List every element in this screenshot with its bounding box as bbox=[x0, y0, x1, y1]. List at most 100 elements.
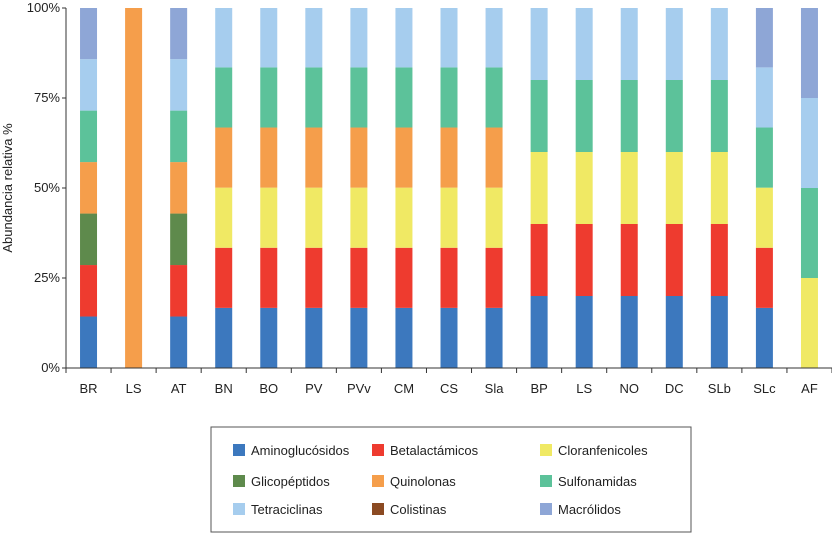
bar-segment-15-8 bbox=[755, 8, 773, 68]
x-tick-label-4: BO bbox=[259, 381, 278, 396]
x-tick-label-6: PVv bbox=[347, 381, 371, 396]
bar-segment-3-0 bbox=[215, 307, 233, 368]
legend-label-2: Cloranfenicoles bbox=[558, 443, 648, 458]
bar-segment-0-8 bbox=[80, 8, 98, 60]
bar-segment-6-2 bbox=[350, 187, 368, 248]
bar-segment-2-5 bbox=[170, 110, 188, 163]
legend-swatch-4 bbox=[372, 475, 384, 487]
x-tick-label-12: NO bbox=[619, 381, 639, 396]
bar-segment-16-5 bbox=[800, 188, 818, 278]
bar-segment-11-1 bbox=[575, 224, 593, 296]
bar-segment-15-2 bbox=[755, 187, 773, 248]
x-tick-label-13: DC bbox=[665, 381, 684, 396]
legend-label-8: Macrólidos bbox=[558, 502, 621, 517]
legend-swatch-5 bbox=[540, 475, 552, 487]
bar-segment-3-2 bbox=[215, 187, 233, 248]
x-tick-label-9: Sla bbox=[485, 381, 505, 396]
legend-label-7: Colistinas bbox=[390, 502, 447, 517]
bar-segment-8-6 bbox=[440, 8, 458, 68]
bar-segment-11-5 bbox=[575, 80, 593, 152]
bar-segment-2-1 bbox=[170, 265, 188, 317]
bar-segment-6-6 bbox=[350, 8, 368, 68]
bar-segment-3-1 bbox=[215, 247, 233, 308]
bar-segment-9-2 bbox=[485, 187, 503, 248]
legend-swatch-7 bbox=[372, 503, 384, 515]
bar-segment-13-1 bbox=[665, 224, 683, 296]
bar-segment-6-4 bbox=[350, 127, 368, 188]
legend-label-1: Betalactámicos bbox=[390, 443, 479, 458]
x-tick-label-1: LS bbox=[126, 381, 142, 396]
x-tick-label-7: CM bbox=[394, 381, 414, 396]
bar-segment-5-4 bbox=[305, 127, 323, 188]
bar-segment-12-6 bbox=[620, 8, 638, 80]
y-tick-label-1: 25% bbox=[34, 270, 60, 285]
bar-segment-0-0 bbox=[80, 316, 98, 368]
y-axis-title: Abundancia relativa % bbox=[0, 123, 15, 253]
bar-segment-10-1 bbox=[530, 224, 548, 296]
x-tick-label-16: AF bbox=[801, 381, 818, 396]
bar-segment-9-4 bbox=[485, 127, 503, 188]
y-tick-label-2: 50% bbox=[34, 180, 60, 195]
bar-segment-3-4 bbox=[215, 127, 233, 188]
bar-segment-12-2 bbox=[620, 152, 638, 224]
bar-segment-4-2 bbox=[260, 187, 278, 248]
bar-segment-2-8 bbox=[170, 8, 188, 60]
bar-segment-7-1 bbox=[395, 247, 413, 308]
legend-label-3: Glicopéptidos bbox=[251, 474, 330, 489]
bar-segment-9-5 bbox=[485, 67, 503, 128]
bar-segment-7-0 bbox=[395, 307, 413, 368]
legend-swatch-0 bbox=[233, 444, 245, 456]
bar-segment-8-0 bbox=[440, 307, 458, 368]
bar-segment-16-8 bbox=[800, 8, 818, 98]
axes-layer: 0% 25% 50% 75% 100% BR LS AT BN BO PV PVv CM CS Sla BP L… bbox=[27, 0, 832, 396]
bar-segment-7-5 bbox=[395, 67, 413, 128]
x-tick-label-3: BN bbox=[215, 381, 233, 396]
bar-segment-12-5 bbox=[620, 80, 638, 152]
bar-segment-12-1 bbox=[620, 224, 638, 296]
bar-segment-0-6 bbox=[80, 59, 98, 111]
bar-segment-12-0 bbox=[620, 296, 638, 368]
bar-segment-13-2 bbox=[665, 152, 683, 224]
bar-segment-0-3 bbox=[80, 213, 98, 266]
bar-segment-10-0 bbox=[530, 296, 548, 368]
bar-segment-8-1 bbox=[440, 247, 458, 308]
bar-segment-11-2 bbox=[575, 152, 593, 224]
bar-segment-14-5 bbox=[710, 80, 728, 152]
bars-layer bbox=[80, 8, 818, 368]
legend-label-6: Tetraciclinas bbox=[251, 502, 323, 517]
bar-segment-7-4 bbox=[395, 127, 413, 188]
legend-swatch-2 bbox=[540, 444, 552, 456]
bar-segment-13-0 bbox=[665, 296, 683, 368]
bar-segment-8-2 bbox=[440, 187, 458, 248]
bar-segment-14-0 bbox=[710, 296, 728, 368]
bar-segment-8-4 bbox=[440, 127, 458, 188]
legend-label-4: Quinolonas bbox=[390, 474, 456, 489]
bar-segment-9-6 bbox=[485, 8, 503, 68]
legend-label-0: Aminoglucósidos bbox=[251, 443, 350, 458]
x-tick-label-14: SLb bbox=[708, 381, 731, 396]
bar-segment-9-0 bbox=[485, 307, 503, 368]
x-tick-label-11: LS bbox=[576, 381, 592, 396]
bar-segment-4-4 bbox=[260, 127, 278, 188]
bar-segment-1-4 bbox=[125, 8, 143, 368]
bar-segment-14-1 bbox=[710, 224, 728, 296]
bar-segment-10-2 bbox=[530, 152, 548, 224]
bar-segment-5-2 bbox=[305, 187, 323, 248]
bar-segment-10-5 bbox=[530, 80, 548, 152]
bar-segment-6-0 bbox=[350, 307, 368, 368]
legend-swatch-6 bbox=[233, 503, 245, 515]
legend-label-5: Sulfonamidas bbox=[558, 474, 637, 489]
legend-swatch-3 bbox=[233, 475, 245, 487]
bar-segment-11-6 bbox=[575, 8, 593, 80]
x-tick-label-15: SLc bbox=[753, 381, 776, 396]
bar-segment-2-3 bbox=[170, 213, 188, 266]
bar-segment-6-5 bbox=[350, 67, 368, 128]
bar-segment-3-6 bbox=[215, 8, 233, 68]
bar-segment-2-0 bbox=[170, 316, 188, 368]
bar-segment-14-2 bbox=[710, 152, 728, 224]
bar-segment-13-6 bbox=[665, 8, 683, 80]
bar-segment-16-6 bbox=[800, 98, 818, 188]
bar-segment-0-4 bbox=[80, 162, 98, 214]
bar-segment-0-1 bbox=[80, 265, 98, 317]
